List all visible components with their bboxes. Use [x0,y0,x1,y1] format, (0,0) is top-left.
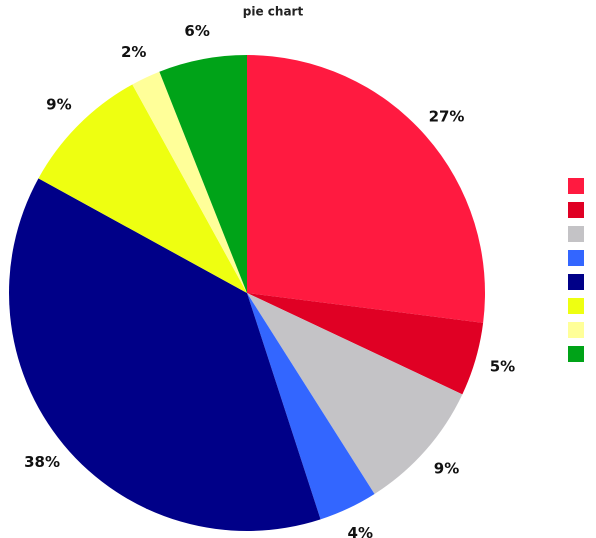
legend-swatch [568,298,584,314]
legend-swatch [568,178,584,194]
slice-label: 27% [429,108,465,126]
legend-swatch [568,322,584,338]
legend-swatch [568,226,584,242]
slice-label: 4% [348,524,373,538]
legend-swatch [568,202,584,218]
pie-slice [132,71,247,293]
chart-title: pie chart [243,5,304,19]
slice-label: 9% [434,459,459,477]
pie-slice [9,178,321,531]
legend-swatch [568,250,584,266]
slice-label: 2% [121,43,146,61]
legend-swatch [568,274,584,290]
pie-slice [247,293,375,520]
pie-slice [247,293,484,395]
legend-swatch [568,346,584,362]
pie-slice [247,293,463,494]
slice-label: 9% [46,95,71,113]
pie-slice [38,84,247,293]
pie-slice [159,55,247,293]
slice-label: 5% [490,358,515,376]
slice-label: 38% [24,453,60,471]
slice-label: 6% [184,22,209,40]
pie-slice [247,55,485,323]
